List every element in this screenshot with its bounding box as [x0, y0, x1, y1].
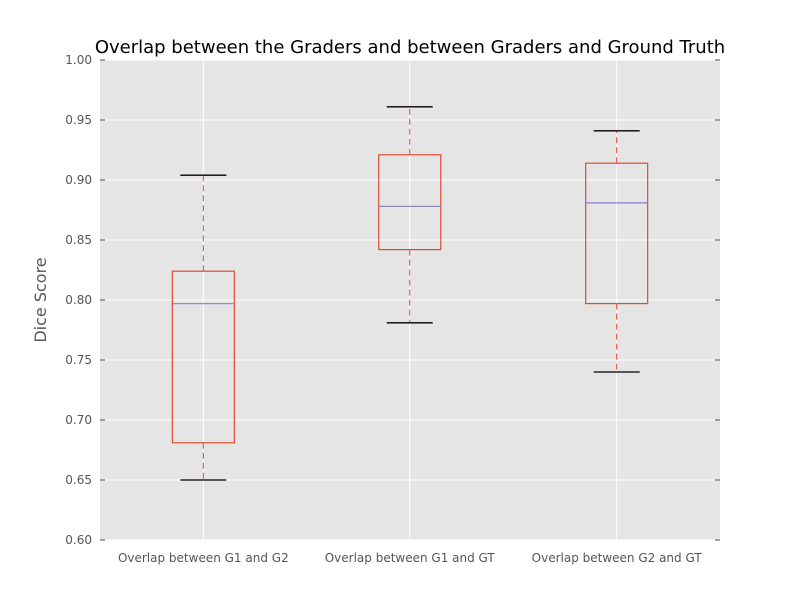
y-tick-label: 0.95: [65, 113, 92, 127]
y-tick-label: 0.60: [65, 533, 92, 547]
y-axis-label: Dice Score: [31, 257, 50, 342]
chart-title: Overlap between the Graders and between …: [95, 37, 725, 58]
y-tick-label: 0.85: [65, 233, 92, 247]
iqr-box: [378, 154, 442, 251]
x-tick-label: Overlap between G2 and GT: [532, 551, 703, 565]
iqr-box: [171, 270, 235, 444]
axis-ticks: 0.60 0.65 0.70 0.75 0.80 0.85 0.90 0.95 1.00 Over…: [65, 53, 720, 565]
iqr-box: [585, 162, 649, 305]
y-tick-label: 0.75: [65, 353, 92, 367]
x-tick-label: Overlap between G1 and G2: [118, 551, 289, 565]
y-tick-label: 1.00: [65, 53, 92, 67]
box-series: [171, 106, 649, 481]
y-tick-label: 0.70: [65, 413, 92, 427]
x-tick-label: Overlap between G1 and GT: [325, 551, 496, 565]
y-tick-label: 0.90: [65, 173, 92, 187]
y-tick-label: 0.80: [65, 293, 92, 307]
y-tick-label: 0.65: [65, 473, 92, 487]
